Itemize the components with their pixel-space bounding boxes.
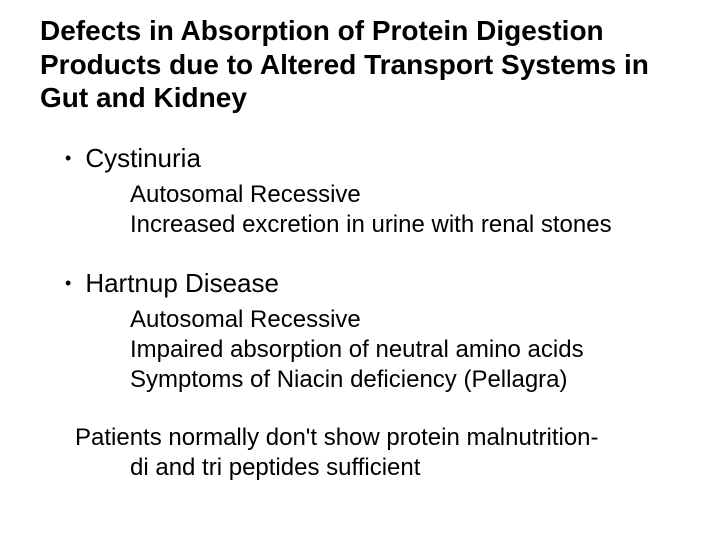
closing-line: di and tri peptides sufficient	[130, 453, 680, 483]
closing-text: Patients normally don't show protein mal…	[75, 423, 680, 483]
bullet-sub: Autosomal Recessive Impaired absorption …	[130, 305, 680, 395]
sub-line: Impaired absorption of neutral amino aci…	[130, 335, 680, 365]
bullet-icon: •	[65, 148, 71, 169]
slide: Defects in Absorption of Protein Digesti…	[0, 0, 720, 540]
bullet-label: Hartnup Disease	[85, 268, 279, 299]
slide-title: Defects in Absorption of Protein Digesti…	[40, 14, 680, 115]
bullet-label: Cystinuria	[85, 143, 201, 174]
bullet-item: • Cystinuria	[65, 143, 680, 174]
closing-line: Patients normally don't show protein mal…	[75, 424, 599, 451]
sub-line: Autosomal Recessive	[130, 180, 680, 210]
bullet-sub: Autosomal Recessive Increased excretion …	[130, 180, 680, 240]
sub-line: Symptoms of Niacin deficiency (Pellagra)	[130, 365, 680, 395]
sub-line: Increased excretion in urine with renal …	[130, 210, 680, 240]
sub-line: Autosomal Recessive	[130, 305, 680, 335]
bullet-item: • Hartnup Disease	[65, 268, 680, 299]
bullet-icon: •	[65, 273, 71, 294]
